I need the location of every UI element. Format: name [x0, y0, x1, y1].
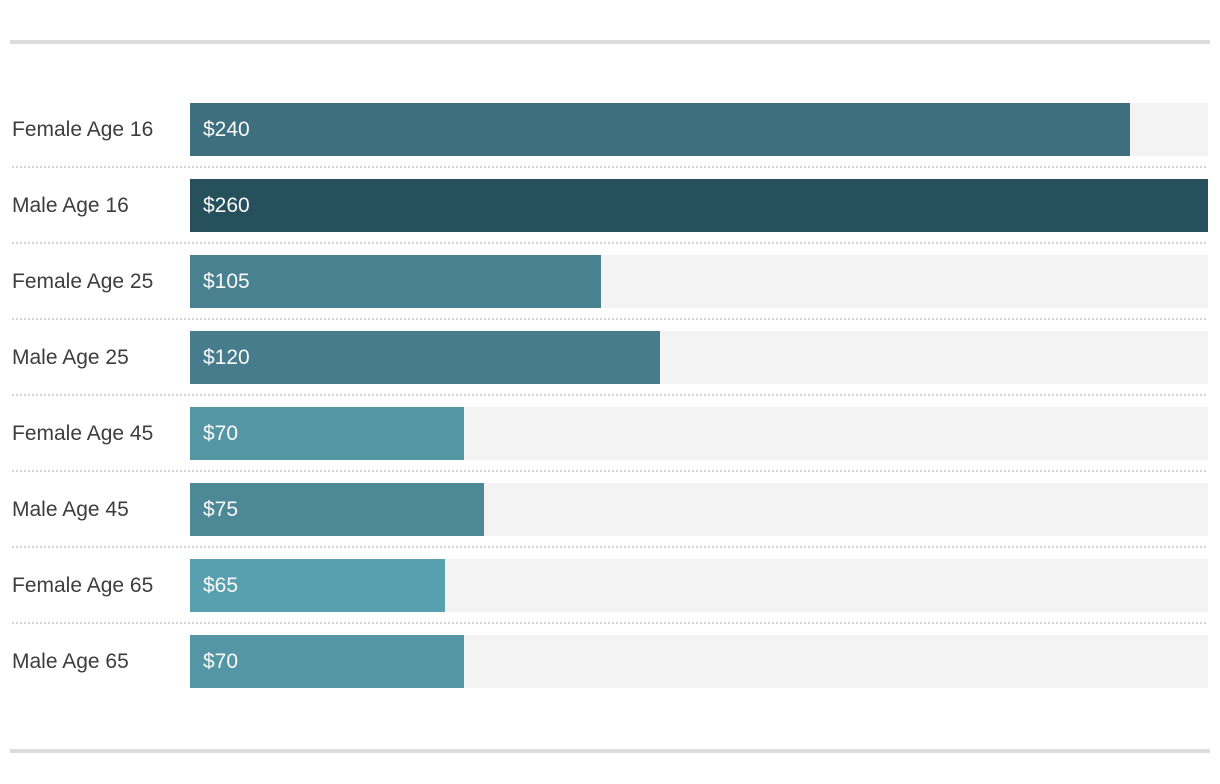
bar-track: $120	[190, 331, 1208, 384]
bar-value-label: $75	[203, 497, 239, 521]
row-separator	[12, 470, 1208, 472]
bar-track: $65	[190, 559, 1208, 612]
category-label: Male Age 25	[12, 346, 129, 369]
chart-row: Female Age 45 $70	[0, 407, 1220, 483]
category-label: Male Age 45	[12, 498, 129, 521]
category-label: Female Age 45	[12, 422, 154, 445]
bar-value-label: $120	[203, 345, 250, 369]
row-separator	[12, 546, 1208, 548]
row-separator	[12, 318, 1208, 320]
bar-track: $70	[190, 635, 1208, 688]
bar-track: $240	[190, 103, 1208, 156]
category-label: Male Age 16	[12, 194, 129, 217]
row-separator	[12, 394, 1208, 396]
value-bar: $70	[190, 407, 465, 460]
category-label: Female Age 25	[12, 270, 154, 293]
chart-row: Male Age 45 $75	[0, 483, 1220, 559]
bar-track: $70	[190, 407, 1208, 460]
value-bar: $75	[190, 483, 484, 536]
bottom-divider	[10, 749, 1210, 753]
bar-value-label: $105	[203, 269, 250, 293]
chart-row: Male Age 16 $260	[0, 179, 1220, 255]
value-bar: $120	[190, 331, 660, 384]
value-bar: $70	[190, 635, 465, 688]
category-label: Male Age 65	[12, 650, 129, 673]
value-bar: $240	[190, 103, 1130, 156]
top-divider	[10, 40, 1210, 44]
chart-row: Male Age 65 $70	[0, 635, 1220, 711]
row-separator	[12, 622, 1208, 624]
row-separator	[12, 166, 1208, 168]
chart-row: Female Age 65 $65	[0, 559, 1220, 635]
bar-value-label: $70	[203, 421, 239, 445]
value-bar: $105	[190, 255, 602, 308]
bar-value-label: $70	[203, 649, 239, 673]
category-label: Female Age 16	[12, 118, 154, 141]
row-separator	[12, 242, 1208, 244]
chart-row: Female Age 25 $105	[0, 255, 1220, 331]
bar-track: $260	[190, 179, 1208, 232]
bar-chart: Female Age 16 $240 Male Age 16 $260 Fema…	[0, 103, 1220, 711]
bar-value-label: $260	[203, 193, 250, 217]
bar-track: $105	[190, 255, 1208, 308]
bar-value-label: $65	[203, 573, 239, 597]
value-bar: $260	[190, 179, 1208, 232]
bar-value-label: $240	[203, 117, 250, 141]
category-label: Female Age 65	[12, 574, 154, 597]
value-bar: $65	[190, 559, 445, 612]
chart-row: Male Age 25 $120	[0, 331, 1220, 407]
bar-track: $75	[190, 483, 1208, 536]
chart-row: Female Age 16 $240	[0, 103, 1220, 179]
